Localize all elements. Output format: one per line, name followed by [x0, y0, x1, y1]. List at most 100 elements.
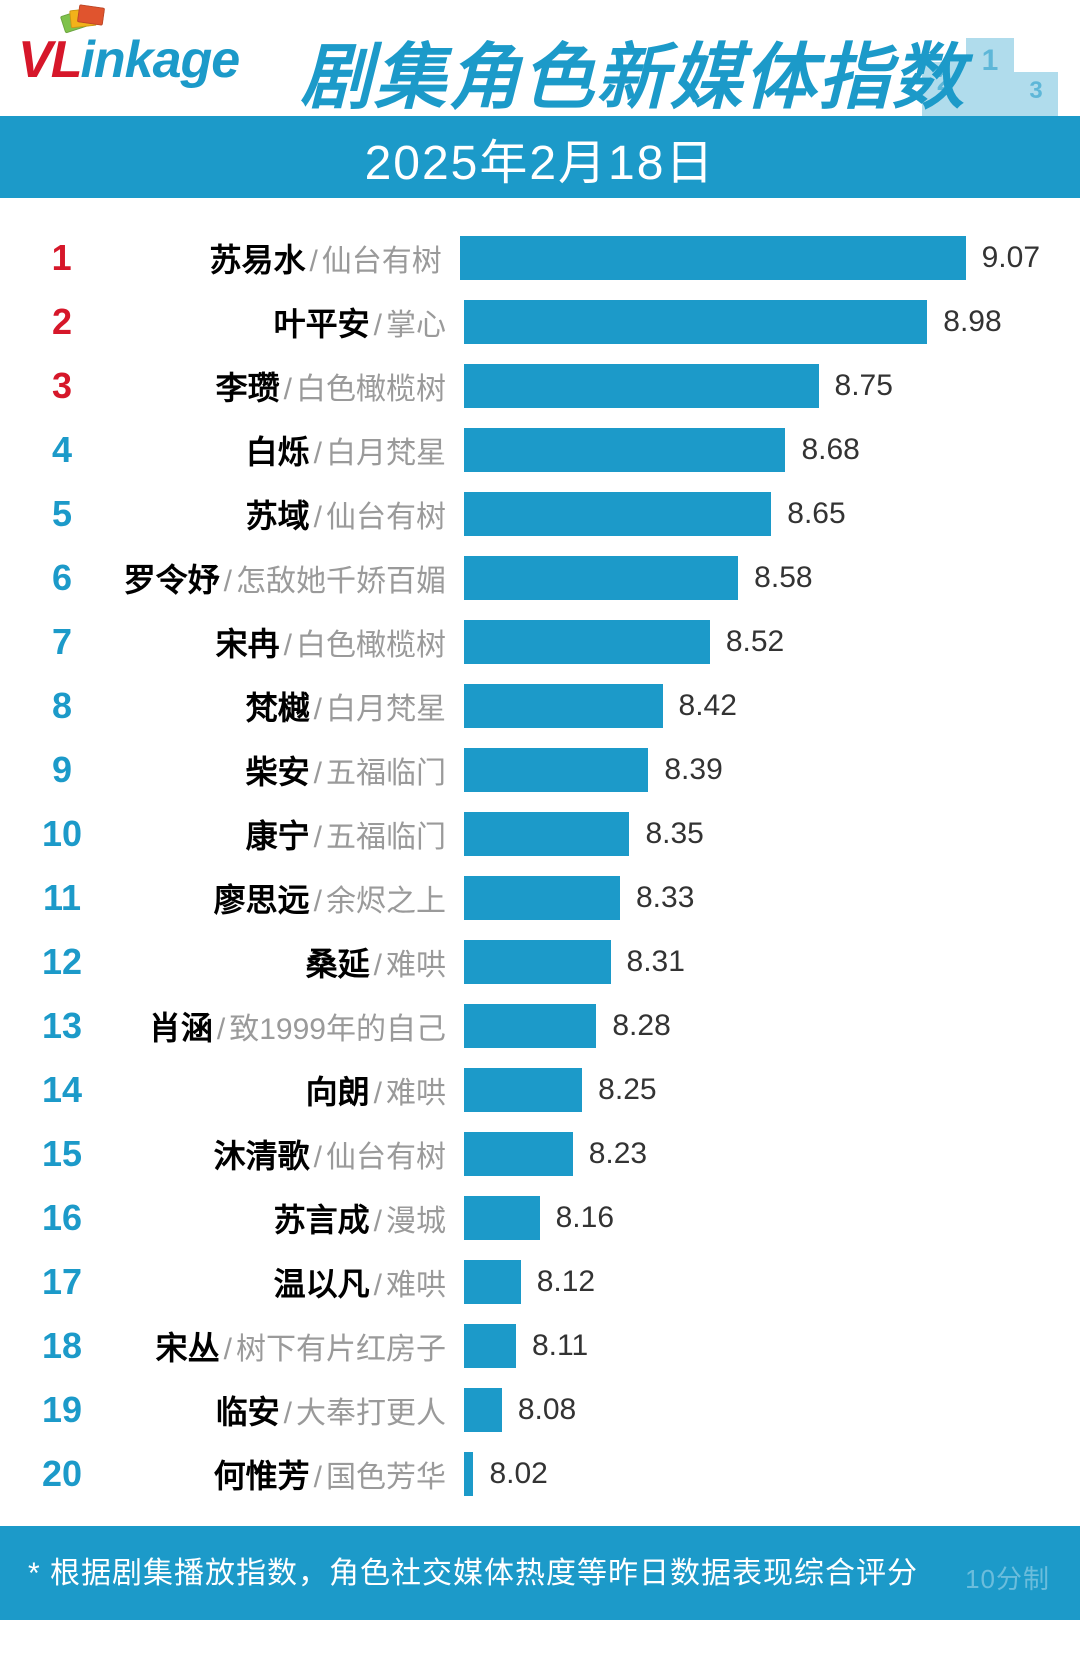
- value-label: 8.65: [771, 497, 845, 531]
- svg-text:1: 1: [982, 44, 999, 77]
- header: VLinkage 剧集角色新媒体指数 1 2 3: [0, 0, 1080, 118]
- label-separator: /: [310, 1141, 326, 1174]
- show-name: 五福临门: [326, 757, 446, 790]
- date-text: 2025年2月18日: [365, 123, 716, 193]
- label-separator: /: [280, 629, 296, 662]
- bar: [464, 876, 620, 920]
- rank-number: 3: [30, 365, 94, 407]
- rank-number: 16: [30, 1197, 94, 1239]
- label-separator: /: [370, 1205, 386, 1238]
- bar: [464, 1068, 582, 1112]
- bar-cell: 8.35: [464, 812, 1040, 856]
- value-label: 8.11: [516, 1329, 588, 1363]
- row-label: 温以凡/难哄: [94, 1259, 464, 1305]
- chart-row: 17温以凡/难哄8.12: [30, 1250, 1040, 1314]
- value-label: 8.02: [473, 1457, 547, 1491]
- bar-cell: 8.75: [464, 364, 1040, 408]
- row-label: 桑延/难哄: [94, 939, 464, 985]
- row-label: 罗令妤/怎敌她千娇百媚: [94, 555, 464, 601]
- show-name: 大奉打更人: [296, 1397, 446, 1430]
- brand-l: L: [51, 31, 81, 89]
- rank-number: 6: [30, 557, 94, 599]
- role-name: 桑延: [306, 946, 370, 982]
- label-separator: /: [310, 757, 326, 790]
- label-separator: /: [310, 437, 326, 470]
- bar: [464, 812, 629, 856]
- value-label: 8.58: [738, 561, 812, 595]
- role-name: 苏易水: [209, 242, 305, 278]
- row-label: 向朗/难哄: [94, 1067, 464, 1113]
- brand-logo: VLinkage: [18, 30, 239, 90]
- bar-cell: 8.11: [464, 1324, 1040, 1368]
- label-separator: /: [310, 693, 326, 726]
- show-name: 怎敌她千娇百媚: [236, 565, 446, 598]
- value-label: 8.33: [620, 881, 694, 915]
- svg-text:2: 2: [937, 66, 951, 96]
- rank-number: 1: [30, 237, 93, 279]
- label-separator: /: [310, 885, 326, 918]
- chart-row: 12桑延/难哄8.31: [30, 930, 1040, 994]
- role-name: 向朗: [306, 1074, 370, 1110]
- brand-age: age: [153, 31, 240, 89]
- value-label: 8.75: [819, 369, 893, 403]
- show-name: 国色芳华: [326, 1461, 446, 1494]
- rank-number: 13: [30, 1005, 94, 1047]
- value-label: 8.28: [596, 1009, 670, 1043]
- row-label: 沐清歌/仙台有树: [94, 1131, 464, 1177]
- row-label: 苏言成/漫城: [94, 1195, 464, 1241]
- row-label: 宋丛/树下有片红房子: [94, 1323, 464, 1369]
- label-separator: /: [310, 821, 326, 854]
- row-label: 宋冉/白色橄榄树: [94, 619, 464, 665]
- show-name: 难哄: [386, 1077, 446, 1110]
- value-label: 8.16: [540, 1201, 614, 1235]
- bar: [464, 492, 771, 536]
- role-name: 康宁: [246, 818, 310, 854]
- bar-cell: 8.65: [464, 492, 1040, 536]
- label-separator: /: [310, 501, 326, 534]
- chart-row: 7宋冉/白色橄榄树8.52: [30, 610, 1040, 674]
- value-label: 9.07: [966, 241, 1040, 275]
- chart-row: 9柴安/五福临门8.39: [30, 738, 1040, 802]
- bar-cell: 8.16: [464, 1196, 1040, 1240]
- show-name: 树下有片红房子: [236, 1333, 446, 1366]
- bar: [464, 1324, 516, 1368]
- chart-row: 2叶平安/掌心8.98: [30, 290, 1040, 354]
- row-label: 廖思远/余烬之上: [94, 875, 464, 921]
- chart-row: 19临安/大奉打更人8.08: [30, 1378, 1040, 1442]
- role-name: 肖涵: [149, 1010, 213, 1046]
- rank-number: 11: [30, 877, 94, 919]
- bar-cell: 8.31: [464, 940, 1040, 984]
- footer-scale: 10分制: [965, 1559, 1050, 1596]
- bar: [464, 428, 785, 472]
- row-label: 叶平安/掌心: [94, 299, 464, 345]
- role-name: 温以凡: [274, 1266, 370, 1302]
- row-label: 康宁/五福临门: [94, 811, 464, 857]
- rank-number: 5: [30, 493, 94, 535]
- bar-cell: 8.25: [464, 1068, 1040, 1112]
- show-name: 五福临门: [326, 821, 446, 854]
- bar: [464, 1004, 596, 1048]
- bar: [464, 556, 738, 600]
- show-name: 难哄: [386, 1269, 446, 1302]
- chart-row: 14向朗/难哄8.25: [30, 1058, 1040, 1122]
- role-name: 临安: [216, 1394, 280, 1430]
- chart-row: 20何惟芳/国色芳华8.02: [30, 1442, 1040, 1506]
- swatch-3: [77, 4, 105, 25]
- show-name: 白月梵星: [326, 437, 446, 470]
- bar-cell: 8.42: [464, 684, 1040, 728]
- bar: [464, 1132, 573, 1176]
- row-label: 梵樾/白月梵星: [94, 683, 464, 729]
- role-name: 苏域: [246, 498, 310, 534]
- row-label: 临安/大奉打更人: [94, 1387, 464, 1433]
- row-label: 白烁/白月梵星: [94, 427, 464, 473]
- footer-note: * 根据剧集播放指数，角色社交媒体热度等昨日数据表现综合评分: [28, 1557, 918, 1590]
- chart-row: 13肖涵/致1999年的自己8.28: [30, 994, 1040, 1058]
- value-label: 8.25: [582, 1073, 656, 1107]
- role-name: 沐清歌: [214, 1138, 310, 1174]
- rank-number: 2: [30, 301, 94, 343]
- role-name: 白烁: [246, 434, 310, 470]
- bar-cell: 8.23: [464, 1132, 1040, 1176]
- role-name: 叶平安: [274, 306, 370, 342]
- rank-number: 20: [30, 1453, 94, 1495]
- page-title: 剧集角色新媒体指数: [300, 18, 966, 123]
